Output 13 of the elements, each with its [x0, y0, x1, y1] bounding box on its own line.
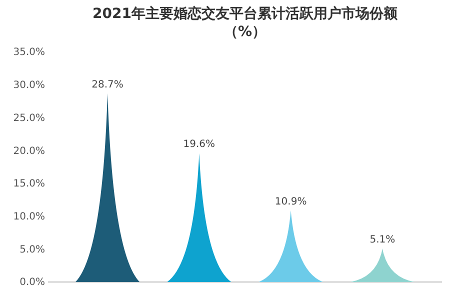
- y-tick-label: 15.0%: [13, 178, 45, 190]
- data-label: 28.7%: [92, 79, 124, 90]
- y-tick-label: 10.0%: [13, 211, 45, 222]
- y-tick-label: 5.0%: [20, 244, 45, 256]
- data-label: 10.9%: [274, 196, 307, 208]
- data-label: 19.6%: [183, 139, 216, 150]
- chart-title: 2021年主要婚恋交友平台累计活跃用户市场份额（%）: [92, 5, 398, 40]
- y-tick-label: 35.0%: [13, 47, 45, 58]
- y-tick-label: 25.0%: [13, 112, 45, 124]
- y-tick-label: 0.0%: [20, 277, 45, 288]
- y-tick-label: 30.0%: [13, 80, 45, 92]
- data-label: 5.1%: [370, 234, 396, 246]
- y-tick-label: 20.0%: [13, 146, 45, 157]
